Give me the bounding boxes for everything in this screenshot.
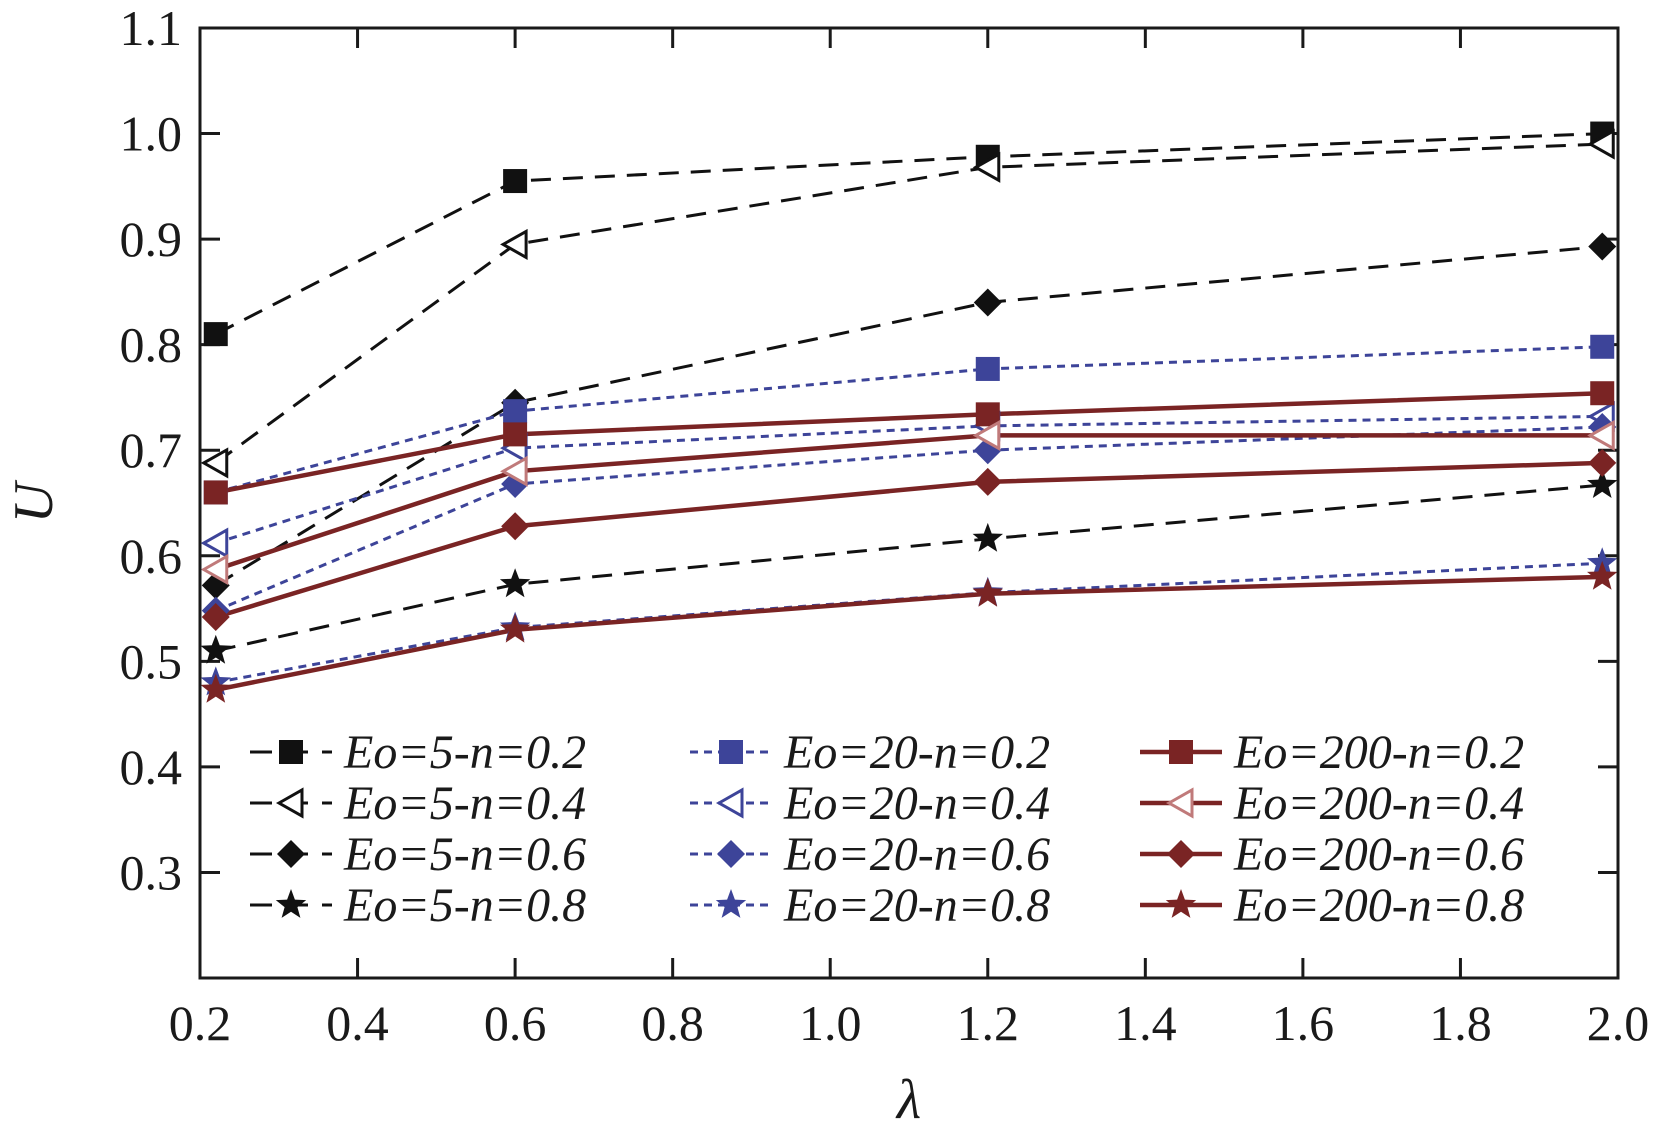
series-line [215,245,1603,587]
y-tick-label: 1.1 [120,0,183,56]
series-line [215,483,1603,653]
data-point [1590,381,1615,406]
data-point [973,467,1002,496]
legend-swatch-marker [275,787,304,819]
legend-label: Eo=5-n=0.6 [343,828,586,881]
legend-swatch-marker [1169,740,1193,764]
data-point [972,522,1003,552]
data-point [972,419,1001,452]
data-point [1587,469,1618,498]
x-tick-label: 2.0 [1587,995,1650,1051]
legend-swatch-marker [279,740,303,764]
x-tick-label: 1.6 [1272,995,1335,1051]
data-point [1587,419,1615,452]
legend-label: Eo=5-n=0.4 [343,777,586,830]
legend-swatch-marker [715,787,744,819]
data-point [200,527,229,559]
y-tick-label: 0.3 [120,844,183,900]
y-tick-label: 0.4 [120,739,183,795]
series-line [215,561,1603,684]
y-tick-label: 0.9 [120,211,183,267]
data-point [499,568,531,598]
data-point [200,634,231,664]
data-point [203,480,228,505]
data-point [973,288,1002,317]
legend-label: Eo=20-n=0.6 [783,828,1050,881]
x-tick-label: 1.2 [957,995,1020,1051]
data-point [499,613,531,643]
tick-labels: 0.2 0.4 0.6 0.8 1.0 1.2 1.4 1.6 1.8 2.0 0.3 0.4 0.5 0… [120,0,1650,1051]
legend-swatch-marker [717,840,745,868]
y-tick-label: 0.8 [120,317,183,373]
data-point [972,577,1003,607]
x-axis-title: λ [895,1069,921,1131]
series-line [215,390,1603,495]
y-axis-title: U [3,479,65,523]
y-tick-label: 1.0 [120,106,183,162]
y-tick-label: 0.6 [120,528,183,584]
x-tick-label: 1.4 [1114,995,1177,1051]
data-point [1587,560,1618,590]
data-point [201,603,230,631]
data-point [500,455,528,487]
data-point [203,322,228,347]
series-line [215,425,1603,613]
legend-label: Eo=200-n=0.8 [1233,879,1524,932]
data-point [501,512,530,541]
legend-swatch-marker [715,889,747,918]
data-point [503,422,528,447]
legend-label: Eo=200-n=0.4 [1233,777,1524,830]
legend-label: Eo=200-n=0.6 [1233,828,1524,881]
y-tick-label: 0.5 [120,633,183,689]
series-lines [214,132,1603,693]
legend-swatch-marker [1167,840,1195,868]
series-markers [200,121,1618,703]
data-point [1588,232,1617,261]
plot-frame [198,26,1620,980]
data-point [1588,448,1617,477]
legend-label: Eo=20-n=0.4 [783,777,1050,830]
series-line [215,433,1603,572]
data-point [200,553,229,586]
x-tick-label: 0.6 [484,995,547,1051]
legend: Eo=5-n=0.2Eo=5-n=0.4Eo=5-n=0.6Eo=5-n=0.8… [250,726,1524,932]
x-tick-label: 0.4 [326,995,389,1051]
legend-swatch-marker [277,840,305,868]
x-tick-label: 0.2 [169,995,232,1051]
legend-label: Eo=5-n=0.2 [343,726,586,779]
legend-swatch-marker [719,740,743,764]
data-point [1590,334,1615,359]
legend-label: Eo=20-n=0.8 [783,879,1050,932]
legend-label: Eo=20-n=0.2 [783,726,1050,779]
x-tick-label: 1.8 [1429,995,1492,1051]
data-point [975,356,1000,381]
series-line [214,142,1603,465]
series-line [215,414,1603,545]
series-line [215,132,1603,336]
data-point [200,447,229,479]
x-tick-label: 1.0 [799,995,862,1051]
legend-label: Eo=5-n=0.8 [343,879,586,932]
y-tick-label: 0.7 [120,422,183,478]
series-line [215,574,1603,693]
legend-label: Eo=200-n=0.2 [1233,726,1524,779]
data-point [503,169,528,194]
x-tick-label: 0.8 [641,995,704,1051]
data-point [975,402,1000,427]
legend-swatch-marker [275,889,307,918]
data-point [200,673,231,703]
data-point [972,151,1001,183]
data-point [503,399,528,424]
data-point [1587,128,1615,160]
series-line [215,345,1603,494]
legend-swatch-marker [1165,889,1197,918]
legend-swatch-marker [1165,787,1194,819]
data-point [500,228,528,260]
series-line [215,460,1603,620]
